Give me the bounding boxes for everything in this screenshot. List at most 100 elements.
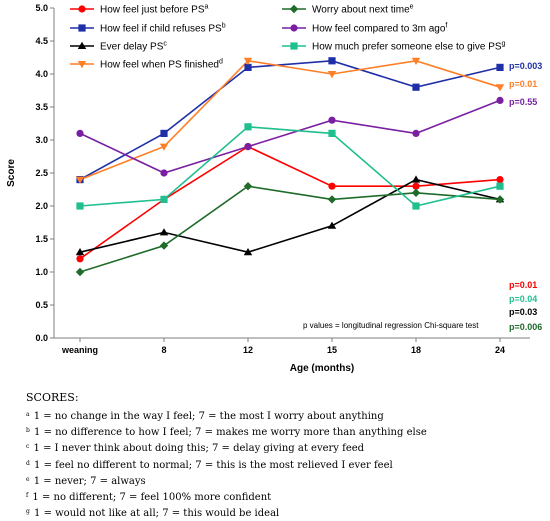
legend-superscript: c bbox=[163, 41, 167, 48]
legend-label: Worry about next timee bbox=[312, 4, 414, 16]
data-point-d bbox=[411, 57, 421, 65]
y-tick-label: 3.0 bbox=[35, 135, 48, 145]
series-lines bbox=[79, 59, 501, 273]
legend-superscript: g bbox=[502, 41, 506, 48]
legend-marker bbox=[78, 24, 86, 32]
data-point-g bbox=[160, 195, 168, 203]
data-point-c bbox=[327, 221, 337, 229]
legend-label: Ever delay PSc bbox=[100, 41, 167, 53]
legend-label: How much prefer someone else to give PSg bbox=[312, 41, 506, 53]
score-text: 1 = never; 7 = always bbox=[30, 475, 146, 487]
series-line-a bbox=[79, 145, 501, 260]
legend-superscript: e bbox=[410, 4, 414, 11]
data-point-f bbox=[496, 96, 504, 104]
legend-item-g: How much prefer someone else to give PSg bbox=[282, 41, 506, 53]
legend-superscript: a bbox=[205, 4, 209, 11]
legend-item-b: How feel if child refuses PSb bbox=[70, 23, 226, 35]
data-point-d bbox=[159, 143, 169, 151]
score-superscript: b bbox=[26, 427, 30, 435]
data-point-b bbox=[328, 57, 336, 65]
x-tick-label: 8 bbox=[161, 345, 166, 355]
data-point-e bbox=[243, 182, 253, 191]
legend-marker bbox=[290, 42, 298, 50]
legend-label: How feel when PS finishedd bbox=[100, 59, 223, 71]
data-point-f bbox=[76, 129, 84, 137]
y-tick-label: 4.5 bbox=[35, 36, 48, 46]
legend-marker bbox=[78, 5, 86, 13]
score-definition: b 1 = no difference to how I feel; 7 = m… bbox=[26, 424, 546, 440]
scores-heading: SCORES: bbox=[26, 391, 79, 404]
data-point-f bbox=[160, 169, 168, 177]
chart-axes: 0.0 0.5 1.0 1.5 2.0 2.5 3.0 3.5 4.0 4.5 5.0 weaning… bbox=[6, 3, 530, 374]
x-tick-label: 12 bbox=[243, 345, 253, 355]
y-tick-label: 3.5 bbox=[35, 102, 48, 112]
data-point-d bbox=[327, 71, 337, 79]
data-point-g bbox=[76, 202, 84, 210]
score-definition: d 1 = feel no different to normal; 7 = t… bbox=[26, 457, 546, 473]
data-point-a bbox=[76, 255, 84, 263]
x-tick-label: 24 bbox=[495, 345, 505, 355]
x-tick-label: weaning bbox=[61, 345, 98, 355]
data-point-f bbox=[328, 116, 336, 124]
score-superscript: c bbox=[26, 443, 30, 451]
data-point-b bbox=[244, 63, 252, 71]
data-point-e bbox=[411, 188, 421, 197]
legend-item-a: How feel just before PSa bbox=[70, 4, 209, 16]
data-point-e bbox=[75, 267, 85, 277]
data-point-c bbox=[75, 248, 85, 256]
p-value-label: p=0.01 bbox=[509, 280, 537, 290]
data-point-e bbox=[327, 195, 337, 204]
data-point-d bbox=[75, 176, 85, 184]
data-point-e bbox=[159, 241, 169, 250]
y-tick-label: 0.5 bbox=[35, 300, 48, 310]
data-point-f bbox=[412, 129, 420, 137]
series-line-f bbox=[79, 99, 501, 174]
y-tick-label: 0.0 bbox=[35, 333, 48, 343]
line-chart: 0.0 0.5 1.0 1.5 2.0 2.5 3.0 3.5 4.0 4.5 5.0 weaning… bbox=[6, 3, 542, 374]
data-point-c bbox=[243, 248, 253, 256]
score-text: 1 = I never think about doing this; 7 = … bbox=[30, 443, 365, 455]
series-line-b bbox=[79, 59, 501, 181]
legend-item-c: Ever delay PSc bbox=[70, 41, 167, 53]
chart-note: p values = longitudinal regression Chi-s… bbox=[303, 321, 479, 330]
legend-marker bbox=[290, 24, 298, 32]
data-point-g bbox=[496, 182, 504, 190]
series-line-e bbox=[79, 185, 501, 273]
score-definition: f 1 = no different; 7 = feel 100% more c… bbox=[26, 489, 546, 505]
scores-list: a 1 = no change in the way I feel; 7 = t… bbox=[26, 408, 546, 521]
legend-superscript: f bbox=[445, 23, 447, 30]
legend-superscript: b bbox=[222, 23, 226, 30]
data-point-a bbox=[496, 176, 504, 184]
y-tick-label: 1.0 bbox=[35, 267, 48, 277]
y-tick-label: 5.0 bbox=[35, 3, 48, 13]
data-point-c bbox=[411, 175, 421, 183]
legend-marker bbox=[77, 61, 87, 69]
data-point-b bbox=[412, 83, 420, 91]
data-point-d bbox=[243, 57, 253, 65]
legend-superscript: d bbox=[219, 59, 223, 66]
p-value-labels: p=0.01 p=0.003 p=0.03 p=0.01 p=0.006 p=0.55 p=… bbox=[509, 61, 542, 332]
legend-label: How feel if child refuses PSb bbox=[100, 23, 226, 35]
series-line-c bbox=[79, 178, 501, 254]
legend-item-e: Worry about next timee bbox=[282, 4, 414, 16]
legend-label: How feel compared to 3m agof bbox=[312, 23, 447, 35]
score-superscript: e bbox=[26, 475, 30, 483]
p-value-label: p=0.003 bbox=[509, 61, 542, 71]
score-superscript: f bbox=[26, 492, 29, 500]
series-line-d bbox=[79, 59, 501, 181]
data-point-a bbox=[412, 182, 420, 190]
y-axis-title: Score bbox=[6, 159, 17, 187]
data-point-g bbox=[244, 123, 252, 131]
data-point-a bbox=[328, 182, 336, 190]
score-text: 1 = no change in the way I feel; 7 = the… bbox=[30, 411, 384, 422]
data-point-d bbox=[495, 84, 505, 92]
data-point-g bbox=[412, 202, 420, 210]
y-tick-label: 4.0 bbox=[35, 69, 48, 79]
legend-item-f: How feel compared to 3m agof bbox=[282, 23, 447, 35]
score-text: 1 = feel no different to normal; 7 = thi… bbox=[30, 459, 393, 471]
p-value-label: p=0.04 bbox=[509, 294, 537, 304]
y-tick-label: 1.5 bbox=[35, 234, 48, 244]
score-text: 1 = no different; 7 = feel 100% more con… bbox=[29, 492, 272, 504]
score-definition: g 1 = would not like at all; 7 = this wo… bbox=[26, 505, 546, 521]
legend-label: How feel just before PSa bbox=[100, 4, 209, 16]
